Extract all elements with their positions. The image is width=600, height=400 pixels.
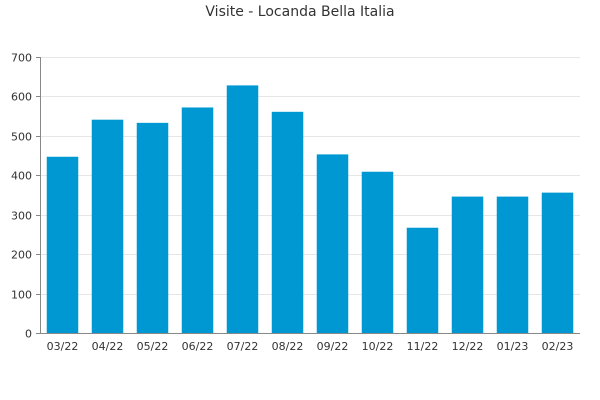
- bar-09-22: [316, 154, 349, 333]
- y-tick-label: 300: [11, 210, 32, 223]
- y-tick-label: 600: [11, 91, 32, 104]
- y-tick-label: 400: [11, 170, 32, 183]
- bar-03-22: [46, 156, 79, 333]
- y-tick-label: 100: [11, 289, 32, 302]
- bar-01-23: [496, 196, 529, 333]
- x-tick-labels: 03/22 04/22 05/22 06/22 07/22 08/22 09/22 10/22…: [47, 340, 574, 353]
- x-tick-label: 07/22: [227, 340, 259, 353]
- x-tick-label: 02/23: [542, 340, 574, 353]
- chart-title: Visite - Locanda Bella Italia: [205, 4, 395, 20]
- x-tick-label: 08/22: [272, 340, 304, 353]
- bar-07-22: [226, 85, 259, 333]
- bar-06-22: [181, 107, 214, 333]
- y-tick-label: 0: [25, 328, 32, 341]
- x-tick-label: 05/22: [137, 340, 169, 353]
- axes: [36, 57, 580, 334]
- x-tick-label: 10/22: [362, 340, 394, 353]
- x-tick-label: 12/22: [452, 340, 484, 353]
- y-tick-label: 200: [11, 249, 32, 262]
- x-tick-label: 11/22: [407, 340, 439, 353]
- y-tick-label: 700: [11, 52, 32, 65]
- bars: [46, 85, 574, 333]
- y-tick-labels: 0 100 200 300 400 500 600 700: [11, 52, 32, 341]
- x-tick-label: 04/22: [92, 340, 124, 353]
- y-tick-label: 500: [11, 131, 32, 144]
- bar-12-22: [451, 196, 484, 333]
- bar-11-22: [406, 227, 439, 333]
- x-tick-label: 03/22: [47, 340, 79, 353]
- bar-10-22: [361, 171, 394, 333]
- bar-02-23: [541, 192, 574, 333]
- bar-05-22: [136, 122, 169, 333]
- x-tick-label: 09/22: [317, 340, 349, 353]
- grid-lines: [40, 57, 580, 295]
- bar-08-22: [271, 111, 304, 333]
- x-tick-label: 01/23: [497, 340, 529, 353]
- x-tick-label: 06/22: [182, 340, 214, 353]
- bar-04-22: [91, 119, 124, 333]
